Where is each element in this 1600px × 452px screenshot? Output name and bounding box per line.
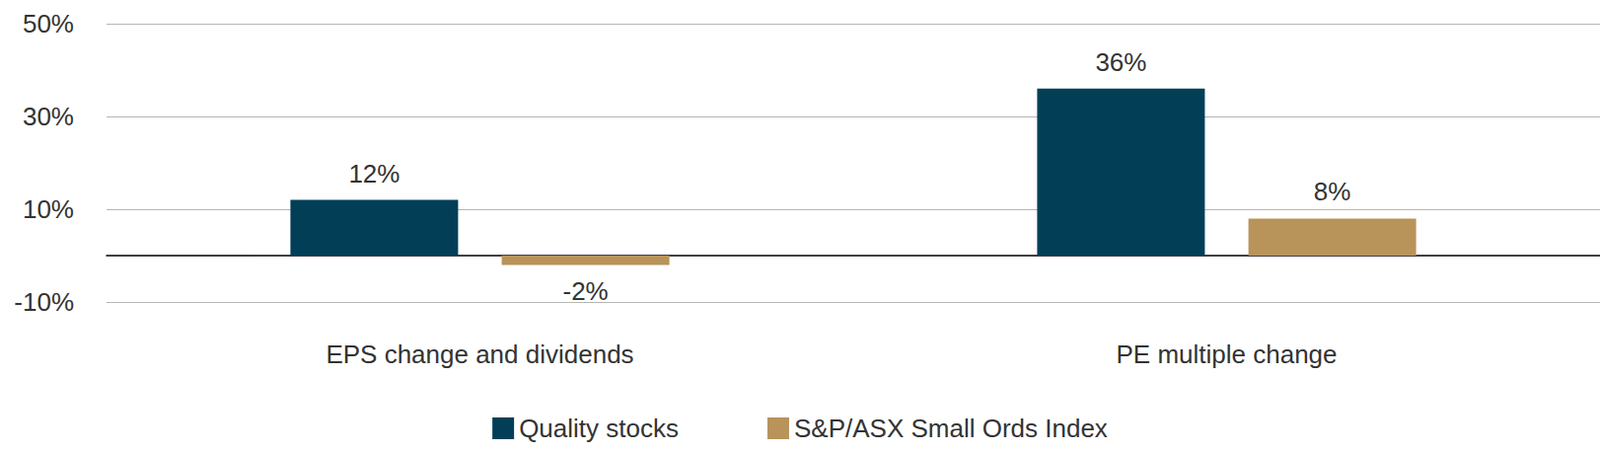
svg-text:EPS change and dividends: EPS change and dividends	[325, 339, 634, 369]
svg-text:10%: 10%	[22, 194, 74, 224]
svg-text:50%: 50%	[22, 8, 74, 39]
svg-text:Quality stocks: Quality stocks	[518, 413, 679, 443]
svg-text:-10%: -10%	[13, 287, 74, 317]
svg-text:12%: 12%	[348, 158, 400, 189]
svg-text:8%: 8%	[1313, 176, 1352, 207]
svg-text:S&P/ASX Small Ords Index: S&P/ASX Small Ords Index	[794, 413, 1108, 443]
svg-text:36%: 36%	[1094, 47, 1147, 77]
svg-text:PE multiple change: PE multiple change	[1115, 339, 1337, 369]
svg-text:30%: 30%	[22, 101, 74, 132]
svg-text:-2%: -2%	[562, 276, 608, 306]
